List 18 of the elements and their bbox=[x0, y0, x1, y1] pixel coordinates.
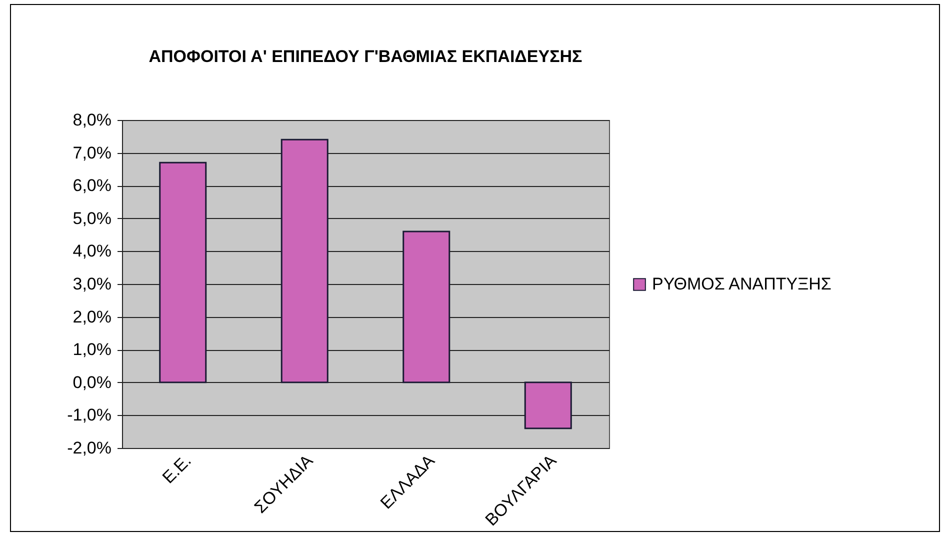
y-tick-label: -2,0% bbox=[67, 438, 112, 458]
y-tick-label: 0,0% bbox=[72, 372, 112, 392]
y-tick-label: 3,0% bbox=[72, 274, 112, 294]
legend-label: ΡΥΘΜΟΣ ΑΝΑΠΤΥΞΗΣ bbox=[652, 274, 832, 294]
y-tick-label: 5,0% bbox=[72, 208, 112, 228]
y-tick-label: 1,0% bbox=[72, 340, 112, 360]
y-tick-label: -1,0% bbox=[67, 406, 112, 425]
chart-title: ΑΠΟΦΟΙΤΟΙ Α' ΕΠΙΠΕΔΟΥ Γ'ΒΑΘΜΙΑΣ ΕΚΠΑΙΔΕΥΣΗΣ bbox=[148, 47, 582, 66]
bar bbox=[524, 382, 572, 430]
x-tick-label: Ε.Ε. bbox=[158, 451, 195, 488]
y-tick-label: 2,0% bbox=[72, 307, 112, 326]
bar bbox=[402, 230, 450, 384]
y-tick-label: 7,0% bbox=[72, 143, 112, 162]
y-tick-label: 8,0% bbox=[72, 110, 112, 130]
bar bbox=[280, 138, 328, 384]
bar bbox=[159, 162, 207, 384]
y-tick-label: 6,0% bbox=[72, 176, 112, 196]
y-tick-label: 4,0% bbox=[72, 242, 112, 261]
